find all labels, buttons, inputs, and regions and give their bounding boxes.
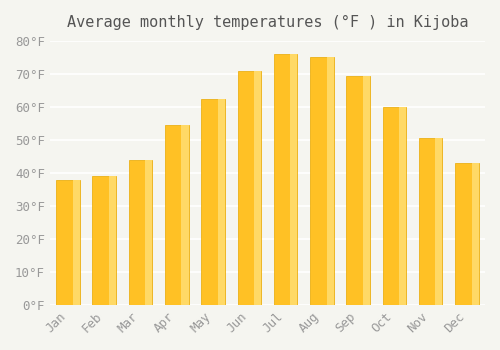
Bar — [254, 71, 261, 305]
Bar — [326, 57, 334, 305]
Bar — [72, 180, 80, 305]
Bar — [56, 180, 80, 305]
Bar — [182, 125, 188, 305]
Bar — [290, 54, 298, 305]
Bar — [202, 99, 225, 305]
Bar — [145, 160, 152, 305]
Bar — [436, 138, 442, 305]
Bar — [165, 125, 188, 305]
Bar — [274, 54, 297, 305]
Bar — [419, 138, 442, 305]
Bar — [109, 176, 116, 305]
Bar — [455, 163, 478, 305]
Bar — [363, 76, 370, 305]
Bar — [346, 76, 370, 305]
Bar — [128, 160, 152, 305]
Bar — [472, 163, 478, 305]
Bar — [92, 176, 116, 305]
Bar — [399, 107, 406, 305]
Bar — [382, 107, 406, 305]
Bar — [238, 71, 261, 305]
Title: Average monthly temperatures (°F ) in Kijoba: Average monthly temperatures (°F ) in Ki… — [66, 15, 468, 30]
Bar — [218, 99, 225, 305]
Bar — [310, 57, 334, 305]
